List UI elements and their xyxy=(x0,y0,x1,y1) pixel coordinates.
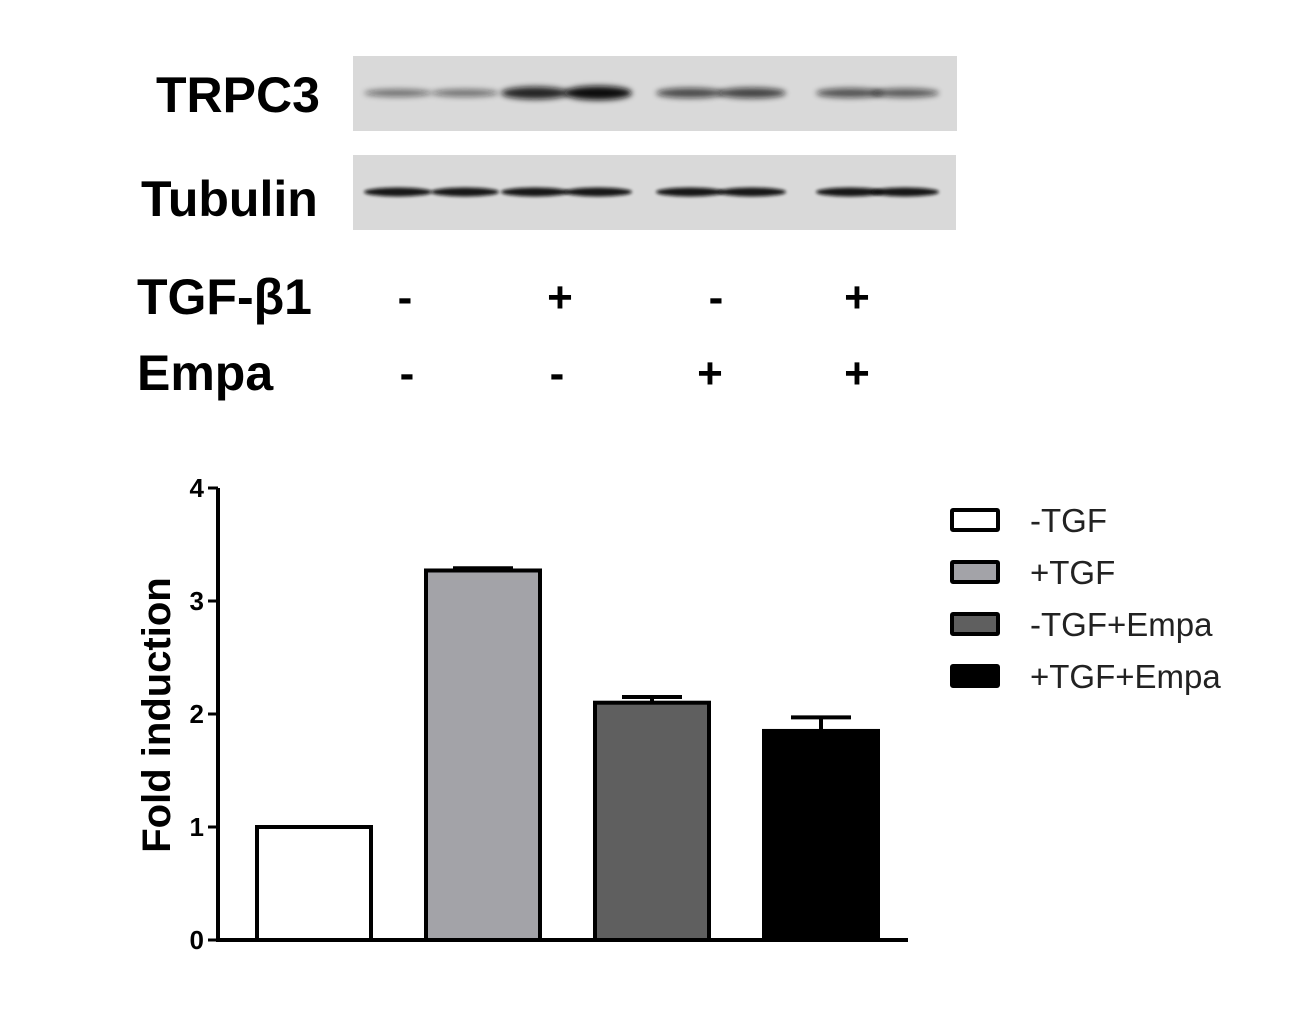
y-tick-label: 4 xyxy=(190,473,205,503)
y-tick-label: 3 xyxy=(190,586,204,616)
bar xyxy=(257,827,371,940)
legend-label: +TGF xyxy=(1030,554,1115,592)
y-tick-label: 1 xyxy=(190,812,204,842)
legend-label: -TGF xyxy=(1030,502,1107,540)
bar xyxy=(426,570,540,940)
y-tick-label: 2 xyxy=(190,699,204,729)
legend-swatch xyxy=(950,612,1000,636)
legend-label: -TGF+Empa xyxy=(1030,606,1212,644)
bar xyxy=(764,731,878,940)
legend-swatch xyxy=(950,560,1000,584)
bar xyxy=(595,703,709,940)
y-tick-label: 0 xyxy=(190,925,204,955)
legend-swatch xyxy=(950,664,1000,688)
legend-label: +TGF+Empa xyxy=(1030,658,1221,696)
legend-swatch xyxy=(950,508,1000,532)
y-axis-label: Fold induction xyxy=(135,577,179,853)
